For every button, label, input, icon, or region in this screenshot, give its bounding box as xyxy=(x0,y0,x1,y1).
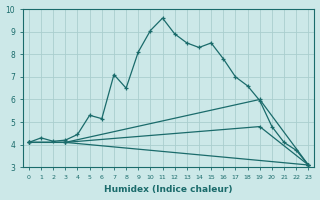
X-axis label: Humidex (Indice chaleur): Humidex (Indice chaleur) xyxy=(104,185,233,194)
